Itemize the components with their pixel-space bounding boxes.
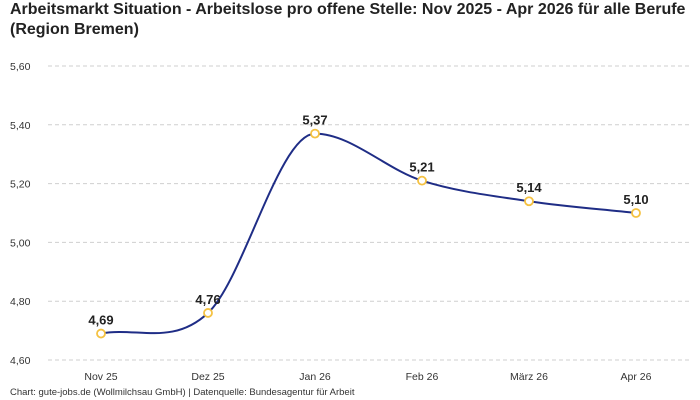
y-tick-label: 4,60 (10, 355, 31, 367)
y-tick-label: 5,40 (10, 120, 31, 132)
y-tick-label: 5,00 (10, 237, 31, 249)
data-point (96, 328, 106, 339)
x-tick-label: März 26 (510, 371, 548, 383)
data-label: 4,69 (88, 313, 113, 328)
chart-footer: Chart: gute-jobs.de (Wollmilchsau GmbH) … (10, 387, 355, 398)
data-point (310, 128, 320, 139)
data-label: 5,37 (302, 113, 327, 128)
chart-title: Arbeitsmarkt Situation - Arbeitslose pro… (10, 1, 686, 38)
data-point (631, 208, 641, 218)
x-tick-label: Jan 26 (299, 371, 331, 383)
data-point (203, 308, 213, 318)
data-labels: 4,69 4,76 5,37 5,21 5,14 5,10 (88, 113, 648, 328)
data-label: 5,14 (516, 180, 542, 195)
data-points (96, 128, 641, 339)
x-tick-label: Nov 25 (84, 371, 117, 383)
data-label: 4,76 (195, 292, 220, 307)
grid-lines (48, 65, 690, 361)
data-label: 5,10 (623, 192, 648, 207)
data-point (524, 196, 534, 207)
y-tick-label: 5,20 (10, 179, 31, 191)
x-tick-label: Apr 26 (621, 371, 652, 383)
data-label: 5,21 (409, 160, 434, 175)
y-axis-ticks: 4,60 4,80 5,00 5,20 5,40 5,60 (10, 61, 31, 367)
x-tick-label: Feb 26 (406, 371, 439, 383)
data-point (417, 175, 427, 186)
x-tick-label: Dez 25 (191, 371, 224, 383)
y-tick-label: 4,80 (10, 296, 31, 308)
x-axis-ticks: Nov 25 Dez 25 Jan 26 Feb 26 März 26 Apr 26 (84, 371, 651, 383)
series-line (100, 132, 637, 335)
y-tick-label: 5,60 (10, 61, 31, 73)
